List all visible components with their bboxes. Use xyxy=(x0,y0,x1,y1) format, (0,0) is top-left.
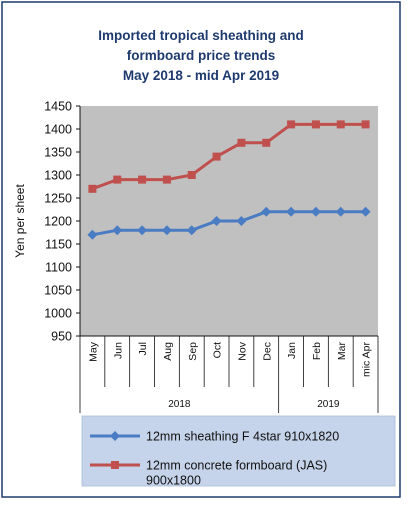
data-point xyxy=(335,206,346,217)
year-group-label: 2019 xyxy=(317,399,340,410)
y-tick-label: 1050 xyxy=(44,284,72,298)
data-point xyxy=(137,225,148,236)
legend-label: 900x1800 xyxy=(146,474,201,488)
y-ticks: 950 1000 1050 1100 1150 1200 1250 1300 1350 1400 1… xyxy=(44,100,80,344)
legend-label: 12mm concrete formboard (JAS) xyxy=(146,459,327,473)
legend: 12mm sheathing F 4star 910x1820 12mm conc… xyxy=(81,415,396,488)
y-tick-label: 950 xyxy=(51,330,72,344)
legend-items: 12mm sheathing F 4star 910x1820 12mm conc… xyxy=(90,430,339,488)
data-point xyxy=(186,225,197,236)
chart-title-line-3: May 2018 - mid Apr 2019 xyxy=(123,68,279,83)
year-group-label: 2018 xyxy=(168,399,191,410)
legend-item-1: 12mm sheathing F 4star 910x1820 xyxy=(90,430,339,444)
data-point xyxy=(287,120,296,129)
data-point xyxy=(113,175,122,184)
legend-swatch-marker xyxy=(111,461,119,469)
x-tick-label: Jul xyxy=(137,342,149,355)
series-line xyxy=(91,122,366,191)
data-point xyxy=(112,225,123,236)
series-layer xyxy=(87,120,371,240)
data-point xyxy=(261,206,272,217)
x-tick-label: Jan xyxy=(286,342,298,359)
y-tick-label: 1000 xyxy=(44,307,72,321)
x-tick-label: Oct xyxy=(212,342,224,358)
data-point xyxy=(286,206,297,217)
y-tick-label: 1150 xyxy=(45,238,72,252)
data-point xyxy=(138,175,147,184)
y-tick-label: 1200 xyxy=(44,215,72,229)
y-tick-label: 1400 xyxy=(44,123,72,137)
x-tick-label: May xyxy=(87,341,99,362)
data-point xyxy=(236,216,247,226)
chart-title-line-1: Imported tropical sheathing and xyxy=(98,28,304,43)
data-point xyxy=(262,138,271,147)
legend-label: 12mm sheathing F 4star 910x1820 xyxy=(146,430,339,444)
data-point xyxy=(212,152,221,161)
x-tick-label: Dec xyxy=(261,342,273,361)
y-tick-label: 1100 xyxy=(45,261,72,275)
data-point xyxy=(336,120,345,129)
y-tick-label: 1300 xyxy=(44,169,72,183)
y-tick-label: 1250 xyxy=(44,192,72,206)
x-tick-label: Aug xyxy=(162,342,174,361)
x-tick-label: Sep xyxy=(187,342,199,361)
x-axis: May Jun Jul Aug Sep Oct Nov Dec Jan Feb Mar mic Apr… xyxy=(79,335,379,413)
data-point xyxy=(162,175,171,184)
legend-swatch-marker xyxy=(110,431,120,441)
data-point xyxy=(310,206,321,217)
series-2 xyxy=(88,120,370,193)
x-tick-label: Feb xyxy=(311,342,323,360)
data-point xyxy=(311,120,320,129)
chart-title-line-2: formboard price trends xyxy=(127,48,276,63)
data-point xyxy=(360,206,371,217)
legend-background xyxy=(81,415,396,487)
x-tick-label: mic Apr xyxy=(361,342,373,378)
y-tick-label: 1350 xyxy=(44,146,72,160)
x-tick-label: Mar xyxy=(336,342,348,361)
data-point xyxy=(88,184,97,193)
x-tick-label: Jun xyxy=(112,342,124,359)
data-point xyxy=(211,216,222,226)
x-tick-label: Nov xyxy=(236,341,248,360)
series-1 xyxy=(87,206,371,240)
y-axis-label: Yen per sheet xyxy=(13,184,27,258)
data-point xyxy=(237,138,246,147)
data-point xyxy=(187,171,196,179)
data-point xyxy=(361,120,370,129)
data-point xyxy=(161,225,172,236)
y-tick-label: 1450 xyxy=(44,100,72,114)
data-point xyxy=(87,229,98,240)
y-axis: 950 1000 1050 1100 1150 1200 1250 1300 1350 1400 1… xyxy=(44,100,81,344)
legend-item-2: 12mm concrete formboard (JAS)900x1800 xyxy=(90,459,327,488)
